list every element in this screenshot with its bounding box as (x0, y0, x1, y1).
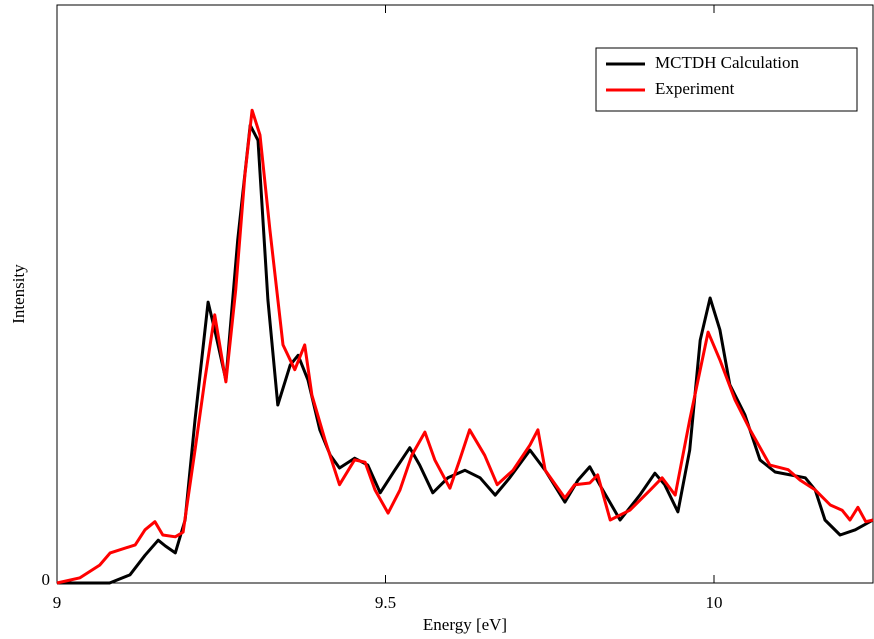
plot-frame (56, 4, 874, 584)
series-line (56, 108, 874, 585)
legend-label: MCTDH Calculation (655, 53, 800, 72)
x-axis-label: Energy [eV] (423, 615, 507, 634)
legend-label: Experiment (655, 79, 735, 98)
legend-box (595, 47, 858, 112)
series-line (57, 123, 874, 585)
y-axis-label: Intensity (9, 264, 28, 324)
x-tick-label: 10 (706, 593, 723, 612)
x-tick-label: 9 (53, 593, 62, 612)
x-tick-label: 9.5 (375, 593, 396, 612)
y-tick-label: 0 (42, 570, 51, 589)
